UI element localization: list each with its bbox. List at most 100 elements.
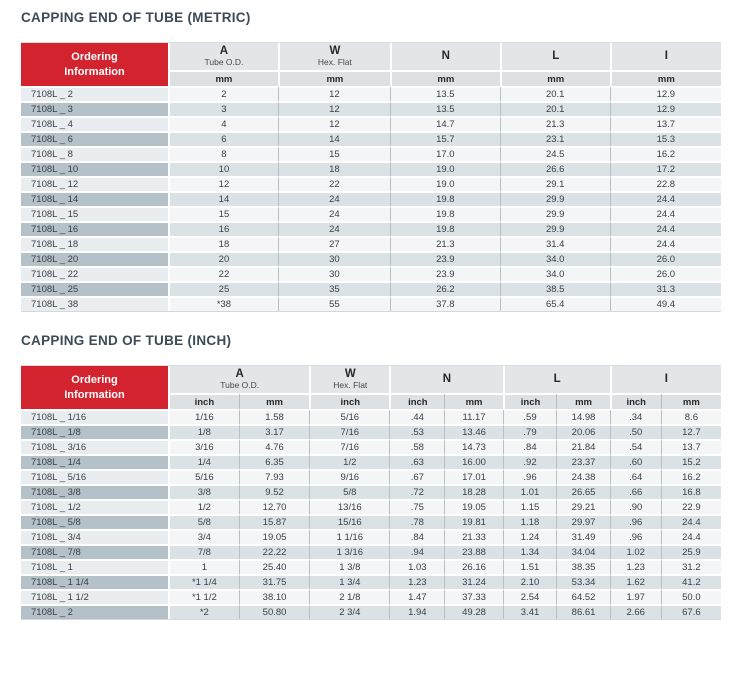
value-cell: 12.70 bbox=[238, 499, 310, 514]
value-cell: 1.47 bbox=[389, 589, 445, 604]
column-sublabel: Tube O.D. bbox=[204, 57, 244, 68]
value-cell: 1/4 bbox=[168, 454, 239, 469]
part-number-cell: 7108L _ 5/16 bbox=[21, 469, 169, 484]
value-cell: 29.1 bbox=[499, 176, 610, 191]
value-cell: 25.9 bbox=[660, 544, 721, 559]
value-cell: *1 1/2 bbox=[168, 589, 239, 604]
table-body: 7108L _ 1/16 1/16 1.58 5/16.44 11.17.59 14.98… bbox=[21, 409, 721, 619]
part-number-cell: 7108L _ 5/8 bbox=[21, 514, 169, 529]
unit-header-mm: mm bbox=[609, 70, 721, 86]
table-row: 7108L _ 7/8 7/8 22.22 1 3/16.94 23.88 1.34 34.… bbox=[21, 544, 721, 559]
value-cell: .60 bbox=[609, 454, 661, 469]
value-cell: .92 bbox=[502, 454, 557, 469]
value-cell: .67 bbox=[389, 469, 445, 484]
value-cell: *38 bbox=[168, 296, 278, 311]
value-cell: 9/16 bbox=[309, 469, 390, 484]
value-cell: .96 bbox=[609, 529, 661, 544]
value-cell: 19.05 bbox=[444, 499, 503, 514]
value-cell: .96 bbox=[502, 469, 557, 484]
part-number-cell: 7108L _ 14 bbox=[21, 191, 168, 206]
unit-header-inch: inch bbox=[502, 393, 557, 409]
value-cell: 50.0 bbox=[660, 589, 721, 604]
unit-header-mm: mm bbox=[499, 70, 610, 86]
value-cell: 18 bbox=[168, 236, 278, 251]
value-cell: 20.1 bbox=[499, 101, 610, 116]
value-cell: .79 bbox=[502, 424, 557, 439]
part-number-cell: 7108L _ 12 bbox=[21, 176, 168, 191]
table-row: 7108L _ 16 16 24 19.8 29.9 24.4 bbox=[21, 221, 721, 236]
value-cell: 14.73 bbox=[444, 439, 503, 454]
column-header-i: I bbox=[609, 43, 721, 70]
column-sublabel: Hex. Flat bbox=[317, 57, 352, 68]
value-cell: 29.9 bbox=[499, 206, 610, 221]
value-cell: 26.65 bbox=[556, 484, 610, 499]
table-header: Ordering Information A Tube O.D. W Hex. Flat… bbox=[21, 366, 721, 409]
value-cell: 24.38 bbox=[556, 469, 610, 484]
value-cell: 14 bbox=[168, 191, 278, 206]
value-cell: 6.35 bbox=[238, 454, 310, 469]
value-cell: 12.9 bbox=[609, 101, 721, 116]
value-cell: 53.34 bbox=[556, 574, 610, 589]
value-cell: 1.34 bbox=[502, 544, 557, 559]
value-cell: .34 bbox=[609, 409, 661, 424]
value-cell: 1 1/16 bbox=[309, 529, 390, 544]
unit-header-mm: mm bbox=[168, 70, 278, 86]
part-number-cell: 7108L _ 16 bbox=[21, 221, 168, 236]
unit-header-inch: inch bbox=[389, 393, 445, 409]
value-cell: 7/16 bbox=[309, 439, 390, 454]
unit-header-mm: mm bbox=[389, 70, 500, 86]
table-row: 7108L _ 3 3 12 13.5 20.1 12.9 bbox=[21, 101, 721, 116]
value-cell: 16.8 bbox=[660, 484, 721, 499]
column-header-i: I bbox=[609, 366, 721, 393]
value-cell: 4.76 bbox=[238, 439, 310, 454]
column-header-w: W Hex. Flat bbox=[277, 43, 390, 70]
value-cell: 24 bbox=[277, 221, 390, 236]
column-letter: A bbox=[235, 368, 244, 381]
value-cell: 14.98 bbox=[556, 409, 610, 424]
value-cell: 27 bbox=[277, 236, 390, 251]
value-cell: 29.21 bbox=[556, 499, 610, 514]
part-number-cell: 7108L _ 1 1/4 bbox=[21, 574, 169, 589]
value-cell: 15.7 bbox=[389, 131, 500, 146]
column-letter: W bbox=[329, 45, 341, 58]
value-cell: .78 bbox=[389, 514, 445, 529]
value-cell: 65.4 bbox=[499, 296, 610, 311]
value-cell: .84 bbox=[389, 529, 445, 544]
table-row: 7108L _ 1/16 1/16 1.58 5/16.44 11.17.59 14.98… bbox=[21, 409, 721, 424]
value-cell: 21.3 bbox=[499, 116, 610, 131]
value-cell: 1.94 bbox=[389, 604, 445, 619]
value-cell: 19.0 bbox=[389, 176, 500, 191]
value-cell: 6 bbox=[168, 131, 278, 146]
value-cell: 9.52 bbox=[238, 484, 310, 499]
value-cell: 34.0 bbox=[499, 266, 610, 281]
value-cell: .58 bbox=[389, 439, 445, 454]
part-number-cell: 7108L _ 7/8 bbox=[21, 544, 169, 559]
column-letter: L bbox=[553, 372, 561, 385]
part-number-cell: 7108L _ 1/2 bbox=[21, 499, 169, 514]
table-row: 7108L _ 8 8 15 17.0 24.5 16.2 bbox=[21, 146, 721, 161]
value-cell: 1/2 bbox=[309, 454, 390, 469]
table-row: 7108L _ 6 6 14 15.7 23.1 15.3 bbox=[21, 131, 721, 146]
value-cell: 2 bbox=[168, 86, 278, 101]
column-letter: A bbox=[219, 45, 229, 58]
value-cell: 13.5 bbox=[389, 86, 500, 101]
table-row: 7108L _ 18 18 27 21.3 31.4 24.4 bbox=[21, 236, 721, 251]
value-cell: 1.24 bbox=[502, 529, 557, 544]
part-number-cell: 7108L _ 1 1/2 bbox=[21, 589, 169, 604]
table-row: 7108L _ 5/16 5/16 7.93 9/16.67 17.01.96 24.38… bbox=[21, 469, 721, 484]
value-cell: 21.84 bbox=[556, 439, 610, 454]
table-row: 7108L _ 1 1 25.40 1 3/8 1.03 26.16 1.51 38.35 1.… bbox=[21, 559, 721, 574]
column-letter: N bbox=[442, 372, 452, 385]
part-number-cell: 7108L _ 1/4 bbox=[21, 454, 169, 469]
value-cell: 1.62 bbox=[609, 574, 661, 589]
value-cell: 2 1/8 bbox=[309, 589, 390, 604]
value-cell: 17.01 bbox=[444, 469, 503, 484]
part-number-cell: 7108L _ 38 bbox=[21, 296, 168, 311]
value-cell: .90 bbox=[609, 499, 661, 514]
value-cell: 12 bbox=[277, 86, 390, 101]
value-cell: 1/8 bbox=[168, 424, 239, 439]
value-cell: 31.3 bbox=[609, 281, 721, 296]
table-row: 7108L _ 1/4 1/4 6.35 1/2.63 16.00.92 23.37.60… bbox=[21, 454, 721, 469]
column-letter: I bbox=[664, 372, 668, 385]
value-cell: 50.80 bbox=[238, 604, 310, 619]
